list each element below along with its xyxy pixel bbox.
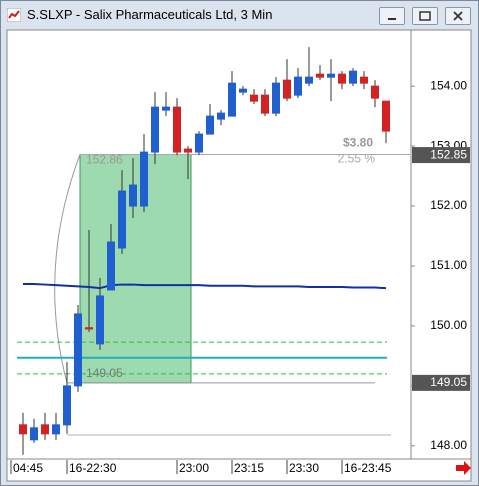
x-tick-label: 23:15 — [234, 461, 264, 475]
maximize-button[interactable] — [412, 7, 438, 25]
candle-body — [63, 385, 71, 426]
price-marker-label: 149.05 — [430, 375, 467, 389]
y-tick-label: 148.00 — [430, 438, 467, 452]
x-tick-label: 04:45 — [13, 461, 43, 475]
candle-body — [261, 94, 269, 114]
candle-body — [206, 115, 214, 135]
x-tick-label: 16-22:30 — [69, 461, 117, 475]
candle-body — [118, 190, 126, 249]
candle-body — [96, 295, 104, 345]
price-marker — [412, 374, 470, 391]
candle-body — [74, 313, 82, 387]
measurement-change: $3.80 — [343, 136, 373, 150]
candle-body — [305, 76, 313, 84]
measurement-start-label: 149.05 — [86, 366, 123, 380]
candle-body — [272, 82, 280, 114]
x-tick-label: 23:00 — [179, 461, 209, 475]
y-tick-label: 151.00 — [430, 258, 467, 272]
candle-body — [217, 112, 225, 120]
y-tick-label: 154.00 — [430, 78, 467, 92]
app-icon — [7, 8, 21, 22]
candle-body — [85, 327, 93, 330]
minimize-button[interactable] — [379, 7, 405, 25]
candle-body — [239, 88, 247, 93]
candle-body — [140, 151, 148, 207]
title-bar: S.SLXP - Salix Pharmaceuticals Ltd, 3 Mi… — [1, 1, 478, 28]
measurement-percent: 2.55 % — [338, 152, 376, 166]
chart-frame — [6, 29, 472, 482]
candle-body — [294, 76, 302, 96]
moving-average — [23, 282, 387, 290]
candle-body — [283, 79, 291, 99]
candle-body — [41, 424, 49, 435]
candle-body — [327, 73, 335, 78]
candle-body — [129, 184, 137, 207]
candle-body — [107, 241, 115, 291]
candle-body — [162, 106, 170, 111]
close-button[interactable] — [445, 7, 471, 25]
x-tick-label: 23:30 — [289, 461, 319, 475]
candle-body — [173, 106, 181, 153]
candle-body — [382, 100, 390, 132]
y-tick-label: 152.00 — [430, 198, 467, 212]
candle-body — [228, 82, 236, 117]
candle-body — [151, 106, 159, 153]
measurement-box — [79, 153, 192, 384]
candle-body — [52, 424, 60, 435]
candle-body — [349, 70, 357, 84]
candle-body — [19, 424, 27, 435]
candle-body — [250, 94, 258, 102]
x-tick-label: 16-23:45 — [344, 461, 392, 475]
window-title: S.SLXP - Salix Pharmaceuticals Ltd, 3 Mi… — [27, 7, 273, 22]
price-marker-label: 152.85 — [430, 147, 467, 161]
chart: 148.00149.00150.00151.00152.00153.00154.… — [6, 29, 472, 482]
measurement-end-label: 152.86 — [86, 153, 123, 167]
scroll-arrow[interactable] — [456, 461, 471, 475]
price-marker — [412, 147, 470, 164]
candle-body — [195, 133, 203, 153]
candle-body — [184, 148, 192, 153]
candle-body — [371, 85, 379, 99]
measurement-arc — [54, 154, 81, 383]
candle-body — [360, 76, 368, 84]
candle-body — [316, 73, 324, 78]
candle-body — [338, 73, 346, 84]
candle-body — [30, 427, 38, 441]
y-tick-label: 150.00 — [430, 318, 467, 332]
